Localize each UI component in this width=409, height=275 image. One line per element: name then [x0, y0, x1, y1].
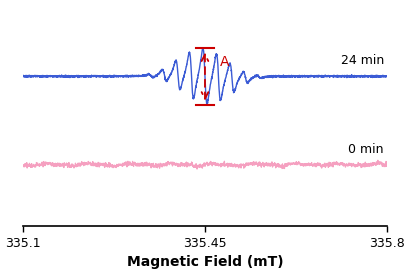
Text: 24 min: 24 min	[340, 54, 383, 67]
X-axis label: Magnetic Field (mT): Magnetic Field (mT)	[126, 255, 283, 270]
Text: 0 min: 0 min	[348, 143, 383, 156]
Text: A: A	[219, 55, 229, 69]
